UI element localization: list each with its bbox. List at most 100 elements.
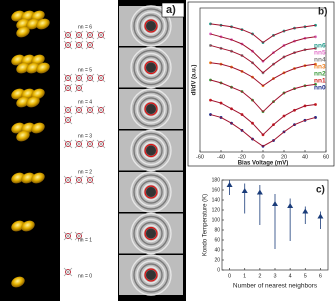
data-point bbox=[241, 188, 248, 193]
molecule-blob bbox=[21, 220, 35, 232]
molecule-blob bbox=[31, 172, 45, 184]
stm-ring bbox=[133, 257, 169, 293]
molecule-model bbox=[87, 141, 93, 147]
molecule-model bbox=[96, 30, 106, 40]
fit-line bbox=[210, 44, 316, 74]
molecule-model bbox=[98, 32, 104, 38]
stm-ring bbox=[130, 46, 172, 89]
data-point bbox=[256, 189, 263, 195]
fit-line bbox=[210, 79, 316, 113]
stm-ring bbox=[130, 129, 172, 172]
y-axis-label: dI/dV (a.u.) bbox=[192, 65, 198, 96]
molecule-model bbox=[63, 175, 73, 185]
y-tick-label: 60 bbox=[214, 237, 220, 243]
molecule-model bbox=[76, 233, 82, 239]
row-label: nn = 0 bbox=[78, 273, 92, 279]
y-tick-label: 100 bbox=[212, 217, 221, 223]
y-tick-label: 80 bbox=[214, 227, 220, 233]
panel-label: a) bbox=[166, 4, 176, 16]
molecule-blob bbox=[36, 62, 50, 74]
stm-marker bbox=[144, 226, 158, 241]
row-label: nn = 2 bbox=[78, 169, 92, 175]
molecule-model bbox=[74, 231, 84, 241]
legend-label: nn0 bbox=[314, 85, 326, 92]
data-point bbox=[302, 208, 309, 214]
stm-ring bbox=[142, 266, 160, 284]
molecule-model bbox=[65, 117, 71, 123]
fit-line bbox=[210, 33, 316, 62]
molecule-model bbox=[63, 105, 73, 115]
stm-tile bbox=[119, 5, 183, 47]
panel-a-middle bbox=[60, 0, 118, 301]
stm-ring bbox=[136, 260, 166, 290]
row-label: nn = 3 bbox=[78, 133, 92, 139]
molecule-model bbox=[65, 32, 71, 38]
molecule-model bbox=[63, 83, 73, 93]
molecule-model bbox=[76, 32, 82, 38]
molecule-model bbox=[76, 42, 82, 48]
molecule-blob bbox=[11, 54, 25, 66]
stm-ring bbox=[139, 55, 163, 80]
stm-marker bbox=[144, 60, 158, 75]
molecule-model bbox=[74, 83, 84, 93]
stm-ring bbox=[136, 135, 166, 166]
stm-marker bbox=[144, 102, 158, 116]
legend-label: nn5 bbox=[314, 50, 326, 57]
stm-ring bbox=[130, 212, 172, 255]
molecule-model bbox=[85, 175, 95, 185]
y-tick-label: 0 bbox=[217, 267, 220, 273]
stm-ring bbox=[142, 58, 160, 77]
stm-ring bbox=[133, 91, 169, 127]
molecule-model bbox=[96, 139, 106, 149]
stm-ring bbox=[139, 138, 163, 163]
legend-label: nn1 bbox=[314, 78, 326, 85]
molecule-model bbox=[74, 139, 84, 149]
molecule-model bbox=[85, 105, 95, 115]
stm-ring bbox=[142, 224, 160, 243]
x-axis-label: Bias Voltage (mV) bbox=[238, 161, 289, 167]
fit-line bbox=[210, 114, 316, 147]
molecule-model bbox=[76, 85, 82, 91]
molecule-blob bbox=[11, 122, 25, 134]
molecule-blob bbox=[31, 122, 45, 134]
row-label: nn = 1 bbox=[78, 237, 92, 243]
y-tick-label: 160 bbox=[212, 187, 221, 193]
stm-ring bbox=[136, 94, 166, 124]
stm-ring bbox=[142, 100, 160, 118]
molecule-blob bbox=[16, 96, 30, 108]
molecule-model bbox=[85, 73, 95, 83]
molecule-blob bbox=[36, 18, 50, 30]
molecule-model bbox=[85, 40, 95, 50]
molecule-model bbox=[63, 231, 73, 241]
molecule-model bbox=[85, 30, 95, 40]
stm-ring bbox=[130, 171, 172, 213]
molecule-model bbox=[74, 30, 84, 40]
x-tick-label: 3 bbox=[273, 273, 276, 279]
stm-ring bbox=[139, 221, 163, 246]
fit-line bbox=[210, 62, 316, 87]
molecule-model bbox=[98, 107, 104, 113]
molecule-model bbox=[65, 75, 71, 81]
stm-ring bbox=[136, 218, 166, 249]
molecule-blob bbox=[16, 130, 30, 142]
molecule-model bbox=[98, 75, 104, 81]
data-point bbox=[272, 201, 278, 206]
x-tick-label: 0 bbox=[228, 273, 231, 279]
molecule-model bbox=[76, 107, 82, 113]
molecule-model bbox=[65, 233, 71, 239]
row-label: nn = 4 bbox=[78, 99, 92, 105]
stm-tile bbox=[119, 254, 183, 296]
fit-line bbox=[210, 99, 316, 136]
molecule-model bbox=[65, 107, 71, 113]
stm-ring bbox=[130, 254, 172, 296]
row-label: nn = 5 bbox=[78, 67, 92, 73]
molecule-model bbox=[87, 75, 93, 81]
y-tick-label: 40 bbox=[214, 247, 220, 253]
legend-label: nn2 bbox=[314, 71, 326, 78]
molecule-blob bbox=[11, 220, 25, 232]
y-tick-label: 140 bbox=[212, 197, 221, 203]
stm-ring bbox=[133, 215, 169, 252]
stm-ring bbox=[130, 5, 172, 47]
